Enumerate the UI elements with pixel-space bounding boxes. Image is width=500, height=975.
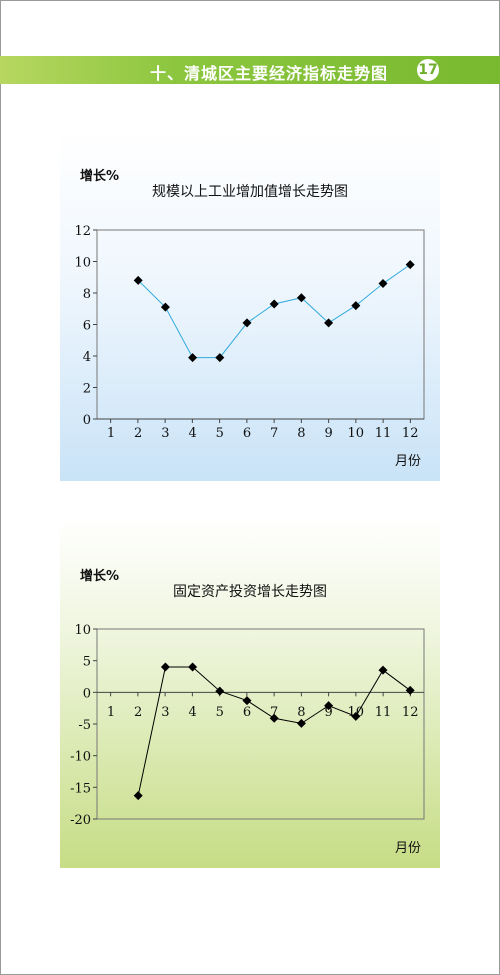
chart1-data-point (351, 301, 361, 311)
chart2-x-tick-label: 2 (134, 705, 142, 720)
header-bar (0, 56, 500, 84)
chart2-data-point (351, 711, 361, 721)
chart1-x-tick-label: 5 (216, 426, 224, 441)
chart2-x-tick-label: 7 (270, 705, 278, 720)
chart2-data-point (269, 713, 279, 723)
chart2-x-tick-label: 5 (216, 705, 224, 720)
chart1-panel (60, 130, 440, 481)
chart2-plot-frame (96, 628, 425, 820)
chart1-x-tick-label: 2 (134, 426, 142, 441)
chart2-y-tick-label: -15 (70, 781, 91, 796)
chart1-x-tick-label: 1 (107, 426, 115, 441)
chart1-data-point (188, 353, 198, 363)
chart1-y-tick-label: 2 (83, 382, 91, 397)
chart2-data-point (378, 665, 388, 675)
chart2-y-tick-label: -20 (70, 813, 91, 828)
chart1-y-tick-label: 12 (74, 224, 91, 239)
chart1-plot-frame (96, 229, 425, 420)
chart1-data-point (269, 299, 279, 309)
chart2-data-point (324, 701, 334, 711)
chart2-data-point (160, 662, 170, 672)
chart1-y-tick-label: 10 (74, 256, 91, 271)
chart1-data-point (405, 260, 415, 270)
chart1-data-point (378, 279, 388, 289)
chart1-data-point (160, 302, 170, 312)
chart2-y-tick-label: -5 (78, 718, 91, 733)
chart2-data-point (133, 791, 143, 801)
chart1-x-tick-label: 12 (402, 426, 419, 441)
chart1-y-tick-label: 8 (83, 287, 91, 302)
chart2-y-tick-label: 10 (74, 623, 91, 638)
chart1-title: 规模以上工业增加值增长走势图 (152, 184, 348, 200)
chart2-title: 固定资产投资增长走势图 (173, 584, 327, 600)
chart2-data-point (405, 685, 415, 695)
chart1-y-tick-label: 4 (83, 350, 91, 365)
chart2-data-point (296, 718, 306, 728)
page-title: 十、清城区主要经济指标走势图 (150, 64, 389, 83)
chart2-y-tick-label: -10 (70, 750, 91, 765)
chart2-data-point (188, 662, 198, 672)
chart2-x-tick-label: 6 (243, 705, 251, 720)
chart2-x-tick-label: 3 (161, 705, 169, 720)
chart1-x-tick-label: 6 (243, 426, 251, 441)
chart1-x-tick-label: 9 (324, 426, 332, 441)
chart2-x-tick-label: 8 (297, 705, 305, 720)
chart2-y-axis-label: 增长% (80, 568, 119, 584)
chart2-y-tick-label: 5 (83, 655, 91, 670)
chart2-data-point (215, 686, 225, 696)
chart2-panel (60, 518, 440, 868)
chart1-y-tick-label: 0 (83, 413, 91, 428)
chart1-x-tick-label: 7 (270, 426, 278, 441)
chart1-data-point (215, 353, 225, 363)
chart1-x-tick-label: 8 (297, 426, 305, 441)
chart2-x-tick-label: 11 (375, 705, 392, 720)
chart2-x-tick-label: 12 (402, 705, 419, 720)
chart1-x-tick-label: 3 (161, 426, 169, 441)
chart1-x-tick-label: 10 (348, 426, 365, 441)
page-number-badge: 17 (417, 59, 439, 81)
chart1-data-point (324, 318, 334, 328)
chart2-x-tick-label: 9 (324, 705, 332, 720)
chart1-data-point (296, 293, 306, 303)
chart2-x-tick-label: 1 (107, 705, 115, 720)
chart1-y-tick-label: 6 (83, 319, 91, 334)
chart2-x-axis-label: 月份 (395, 841, 421, 856)
chart2-x-tick-label: 4 (188, 705, 196, 720)
chart2-series-line (137, 666, 411, 796)
chart1-data-point (242, 318, 252, 328)
chart1-y-axis-label: 增长% (80, 168, 119, 184)
chart1-series-line (137, 264, 411, 359)
chart2-y-tick-label: 0 (83, 686, 91, 701)
chart1-data-point (133, 275, 143, 285)
chart1-x-axis-label: 月份 (395, 454, 421, 469)
chart1-x-tick-label: 4 (188, 426, 196, 441)
chart1-x-tick-label: 11 (375, 426, 392, 441)
chart2-data-point (242, 696, 252, 706)
